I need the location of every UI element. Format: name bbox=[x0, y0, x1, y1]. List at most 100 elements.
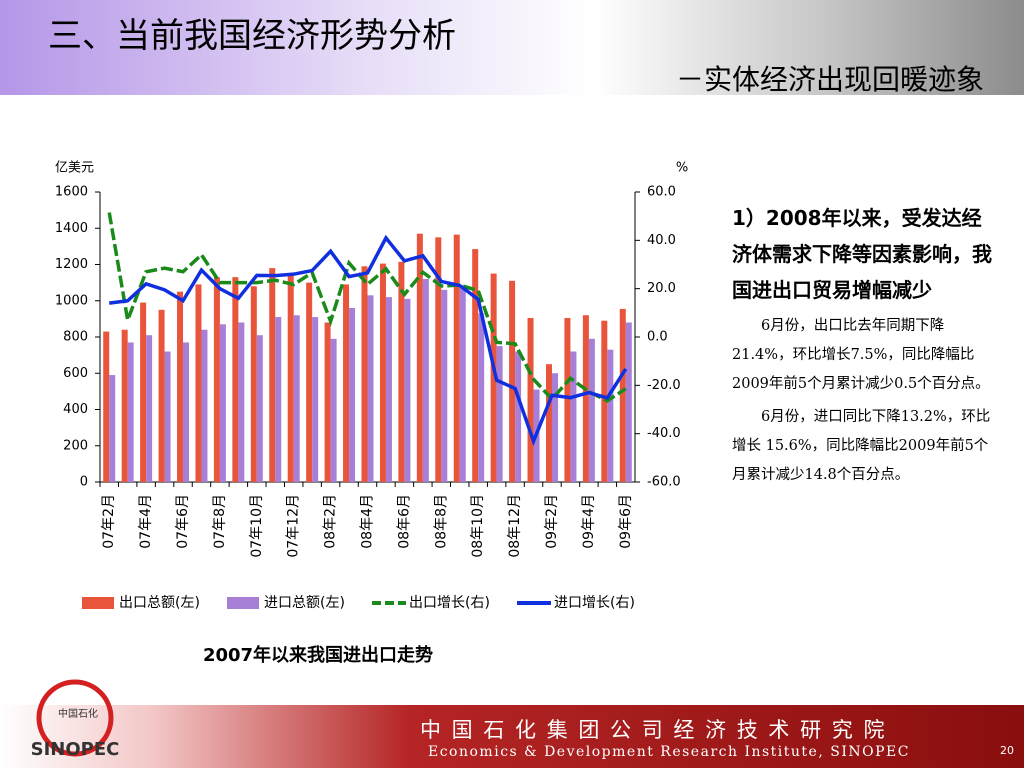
legend-swatch bbox=[82, 597, 114, 609]
org-name-en: Economics & Development Research Institu… bbox=[428, 744, 910, 760]
header-band bbox=[0, 0, 1024, 95]
x-tick-label: 07年12月 bbox=[286, 494, 302, 558]
bar bbox=[478, 313, 485, 482]
legend-swatch bbox=[227, 597, 259, 609]
bar bbox=[287, 275, 294, 482]
y2-tick-label: 60.0 bbox=[647, 185, 676, 200]
bar bbox=[416, 233, 423, 482]
bar bbox=[213, 277, 220, 482]
x-tick-label: 07年2月 bbox=[101, 494, 117, 549]
bar bbox=[459, 288, 466, 482]
bar bbox=[275, 317, 282, 482]
bar bbox=[551, 373, 558, 482]
legend-label: 出口总额(左) bbox=[119, 595, 200, 611]
bar bbox=[404, 298, 411, 482]
x-tick-label: 08年6月 bbox=[396, 494, 412, 549]
y2-tick-label: -20.0 bbox=[647, 378, 681, 393]
chart-caption: 2007年以来我国进出口走势 bbox=[203, 644, 433, 666]
bar bbox=[361, 266, 368, 482]
bar bbox=[564, 317, 571, 482]
bar bbox=[127, 342, 134, 482]
bar bbox=[398, 261, 405, 482]
line-series bbox=[107, 212, 627, 403]
x-tick-label: 07年10月 bbox=[249, 494, 265, 558]
bar bbox=[490, 273, 497, 482]
x-tick-label: 09年6月 bbox=[618, 494, 634, 549]
bar bbox=[195, 284, 202, 482]
y-tick-label: 0 bbox=[80, 475, 88, 490]
notes-paragraph: 6月份，进口同比下降13.2%，环比增长 15.6%，同比降幅比2009年前5个… bbox=[732, 409, 991, 483]
x-tick-label: 07年8月 bbox=[212, 494, 228, 549]
bar bbox=[367, 295, 374, 482]
bar bbox=[256, 335, 263, 482]
bar bbox=[306, 282, 313, 482]
y-tick-label: 200 bbox=[63, 438, 88, 453]
bar bbox=[293, 315, 300, 482]
bar bbox=[164, 351, 171, 482]
bar bbox=[121, 329, 128, 482]
org-name-cn: 中 国 石 化 集 团 公 司 经 济 技 术 研 究 院 bbox=[420, 718, 887, 742]
bar bbox=[385, 297, 392, 482]
bar bbox=[379, 263, 386, 482]
bar bbox=[201, 329, 208, 482]
y-tick-label: 800 bbox=[63, 330, 88, 345]
footer-band bbox=[0, 705, 1024, 768]
y2-tick-label: 40.0 bbox=[647, 233, 676, 248]
bar bbox=[509, 280, 516, 482]
bar bbox=[607, 349, 614, 482]
slide-subtitle: －实体经济出现回暖迹象 bbox=[675, 63, 984, 96]
y-tick-label: 600 bbox=[63, 366, 88, 381]
legend-label: 出口增长(右) bbox=[409, 595, 490, 611]
x-tick-label: 07年6月 bbox=[175, 494, 191, 549]
x-tick-label: 07年4月 bbox=[138, 494, 154, 549]
bar bbox=[441, 289, 448, 482]
logo-en: SINOPEC bbox=[31, 739, 120, 760]
notes-heading: 1）2008年以来，受发达经济体需求下降等因素影响，我国进出口贸易增幅减少 bbox=[732, 206, 992, 302]
y-tick-label: 1200 bbox=[55, 257, 88, 272]
bar bbox=[625, 322, 632, 482]
logo-ring bbox=[36, 679, 114, 757]
bar bbox=[158, 309, 165, 482]
bar bbox=[601, 320, 608, 482]
bar bbox=[183, 342, 190, 482]
bar bbox=[343, 284, 350, 482]
x-tick-label: 08年12月 bbox=[507, 494, 523, 558]
y2-tick-label: -40.0 bbox=[647, 426, 681, 441]
bar bbox=[146, 335, 153, 482]
x-tick-label: 08年10月 bbox=[470, 494, 486, 558]
y-axis-label: 亿美元 bbox=[55, 161, 94, 176]
slide-title: 三、当前我国经济形势分析 bbox=[48, 16, 456, 56]
bar bbox=[472, 249, 479, 482]
y2-tick-label: 20.0 bbox=[647, 281, 676, 296]
x-tick-label: 09年2月 bbox=[544, 494, 560, 549]
bar bbox=[570, 351, 577, 482]
bar bbox=[453, 234, 460, 482]
legend-label: 进口增长(右) bbox=[554, 595, 635, 611]
y-tick-label: 1400 bbox=[55, 221, 88, 236]
bar bbox=[435, 237, 442, 482]
notes-paragraph: 6月份，出口比去年同期下降21.4%，环比增长7.5%，同比降幅比2009年前5… bbox=[732, 318, 990, 392]
bar bbox=[109, 375, 116, 482]
bar bbox=[619, 308, 626, 482]
page-number: 20 bbox=[1000, 744, 1014, 757]
bar bbox=[349, 308, 356, 482]
notes: 1）2008年以来，受发达经济体需求下降等因素影响，我国进出口贸易增幅减少 6月… bbox=[732, 200, 994, 490]
x-tick-label: 08年8月 bbox=[433, 494, 449, 549]
bar bbox=[250, 286, 257, 482]
y-tick-label: 1000 bbox=[55, 293, 88, 308]
bar bbox=[324, 322, 331, 482]
bar bbox=[422, 279, 429, 482]
bar bbox=[582, 315, 589, 482]
y2-axis-label: % bbox=[676, 161, 688, 176]
bar bbox=[103, 331, 110, 482]
line-series bbox=[108, 234, 628, 447]
bar bbox=[527, 317, 534, 482]
x-tick-label: 09年4月 bbox=[581, 494, 597, 549]
legend-label: 进口总额(左) bbox=[264, 595, 345, 611]
bar bbox=[232, 277, 239, 482]
bar bbox=[515, 351, 522, 482]
bar bbox=[269, 268, 276, 482]
x-tick-label: 08年4月 bbox=[360, 494, 376, 549]
